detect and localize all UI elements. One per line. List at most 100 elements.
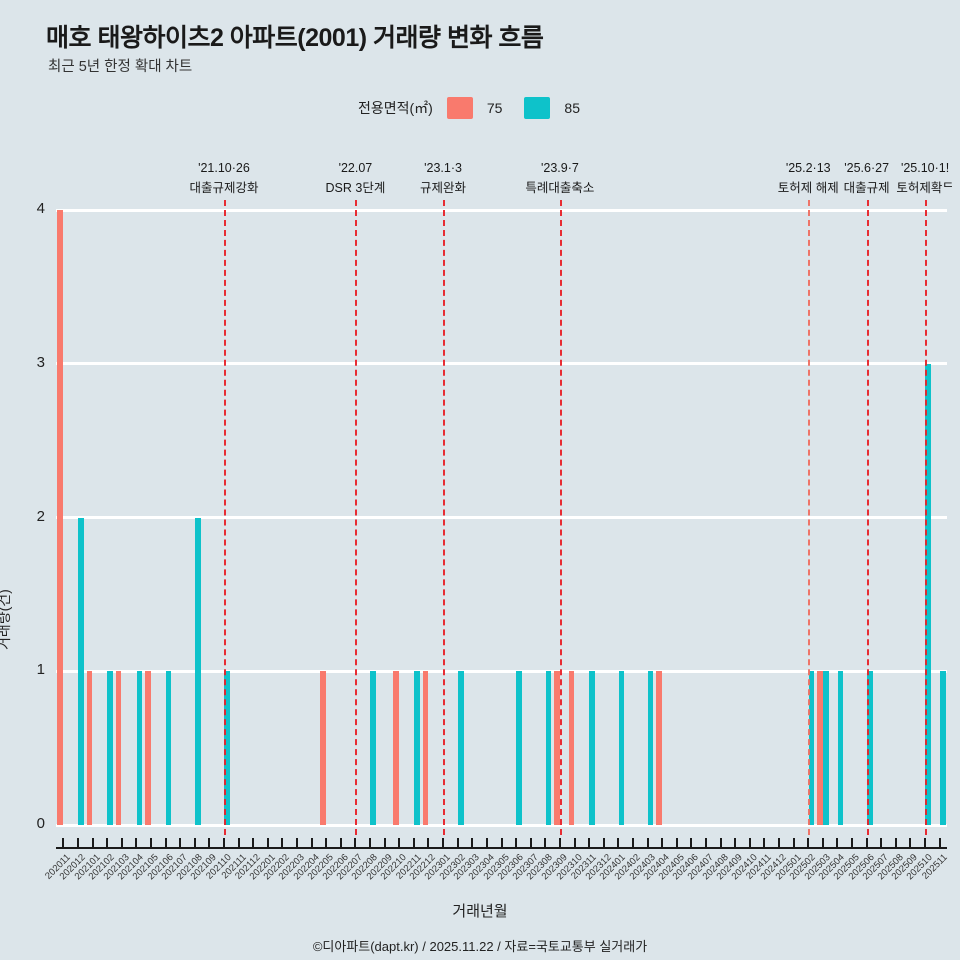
event-annotation-date: '22.07 xyxy=(338,161,373,175)
x-tick xyxy=(237,838,240,847)
bar[interactable] xyxy=(136,671,143,825)
x-tick xyxy=(836,838,839,847)
gridline-4 xyxy=(56,208,947,212)
chart-legend: 전용면적(㎡) 75 85 xyxy=(0,97,960,119)
bar[interactable] xyxy=(224,671,230,825)
x-tick xyxy=(631,838,634,847)
event-line xyxy=(443,200,446,835)
x-tick xyxy=(865,838,868,847)
x-tick xyxy=(515,838,518,847)
x-tick xyxy=(266,838,269,847)
x-tick xyxy=(369,838,372,847)
bar[interactable] xyxy=(320,671,326,825)
bar[interactable] xyxy=(145,671,151,825)
bar[interactable] xyxy=(837,671,844,825)
gridline-2 xyxy=(56,516,947,519)
x-tick xyxy=(164,838,167,847)
bar[interactable] xyxy=(57,210,63,825)
y-tick-label: 3 xyxy=(36,353,45,371)
x-axis-title: 거래년월 xyxy=(452,903,508,920)
x-tick xyxy=(62,838,65,847)
x-tick xyxy=(193,838,196,847)
legend-item-75[interactable]: 75 xyxy=(446,97,503,119)
bar[interactable] xyxy=(370,671,376,825)
bar[interactable] xyxy=(115,671,122,825)
bar[interactable] xyxy=(866,671,873,825)
gridline-0 xyxy=(56,823,947,827)
event-annotation-date: '23.9·7 xyxy=(541,161,579,175)
y-axis-labels: 거래량(건) 0 1 2 3 4 xyxy=(0,200,56,832)
y-tick-label: 4 xyxy=(36,200,45,217)
bar[interactable] xyxy=(393,671,399,825)
x-tick xyxy=(485,838,488,847)
bar[interactable] xyxy=(516,671,522,825)
bar[interactable] xyxy=(808,671,815,825)
bar[interactable] xyxy=(568,671,575,825)
event-annotation-date: '25.6·27 xyxy=(844,161,890,175)
bar[interactable] xyxy=(457,671,464,825)
event-line xyxy=(559,200,562,835)
y-axis-title: 거래량(건) xyxy=(0,589,12,650)
x-tick xyxy=(120,838,123,847)
x-tick xyxy=(354,838,357,847)
y-tick-label: 0 xyxy=(36,815,45,832)
x-tick xyxy=(456,838,459,847)
x-tick xyxy=(383,838,386,847)
x-tick xyxy=(529,838,532,847)
bar[interactable] xyxy=(554,671,560,825)
x-tick xyxy=(675,838,678,847)
x-tick xyxy=(690,838,693,847)
event-annotation: '22.07 DSR 3단계 xyxy=(295,158,415,198)
gridline-3 xyxy=(56,362,947,366)
legend-label: 85 xyxy=(564,100,580,116)
bar[interactable] xyxy=(165,671,172,825)
x-tick xyxy=(894,838,897,847)
event-annotation-date: '25.2·13 xyxy=(785,161,831,175)
x-tick xyxy=(325,838,328,847)
x-tick xyxy=(588,838,591,847)
legend-label: 75 xyxy=(486,100,503,116)
legend-title: 전용면적(㎡) xyxy=(357,100,433,116)
x-tick xyxy=(617,838,620,847)
bar[interactable] xyxy=(823,671,829,825)
bar[interactable] xyxy=(195,517,201,825)
x-tick xyxy=(296,838,298,847)
x-tick xyxy=(719,838,722,847)
x-tick xyxy=(763,838,766,847)
y-tick-label: 2 xyxy=(36,507,45,525)
event-annotation-date: '23.1·3 xyxy=(424,161,462,175)
bar[interactable] xyxy=(78,517,84,825)
x-tick xyxy=(442,838,445,847)
bar[interactable] xyxy=(545,671,552,825)
bar[interactable] xyxy=(86,671,93,825)
x-tick xyxy=(179,838,182,847)
x-tick xyxy=(471,838,474,847)
plot-area xyxy=(56,200,947,835)
x-tick xyxy=(544,838,547,847)
legend-item-85[interactable]: 85 xyxy=(524,97,580,119)
bar[interactable] xyxy=(107,671,114,825)
x-tick xyxy=(208,838,211,847)
bar[interactable] xyxy=(647,671,654,825)
x-tick xyxy=(602,838,605,847)
event-annotation: '25.2·13 토허제 해제 xyxy=(748,158,868,198)
bar[interactable] xyxy=(618,671,625,825)
bar[interactable] xyxy=(925,363,931,825)
event-annotation-text: 토허제 해제 xyxy=(777,181,839,195)
x-tick xyxy=(792,838,795,847)
page-subtitle: 최근 5년 한정 확대 차트 xyxy=(48,59,193,75)
x-tick xyxy=(339,838,342,847)
bar[interactable] xyxy=(414,671,420,825)
bar[interactable] xyxy=(589,671,596,825)
bar[interactable] xyxy=(422,671,429,825)
x-tick xyxy=(646,838,649,847)
event-annotation-text: 대출규제강화 xyxy=(189,181,259,195)
bar[interactable] xyxy=(939,671,946,825)
x-tick xyxy=(106,838,109,847)
footer-credit: ©디아파트(dapt.kr) / 2025.11.22 / 자료=국토교통부 실… xyxy=(312,939,648,954)
y-tick-label: 1 xyxy=(36,661,45,679)
event-annotation-text: 특례대출축소 xyxy=(525,181,595,195)
bar[interactable] xyxy=(656,671,662,825)
bar[interactable] xyxy=(816,671,823,825)
